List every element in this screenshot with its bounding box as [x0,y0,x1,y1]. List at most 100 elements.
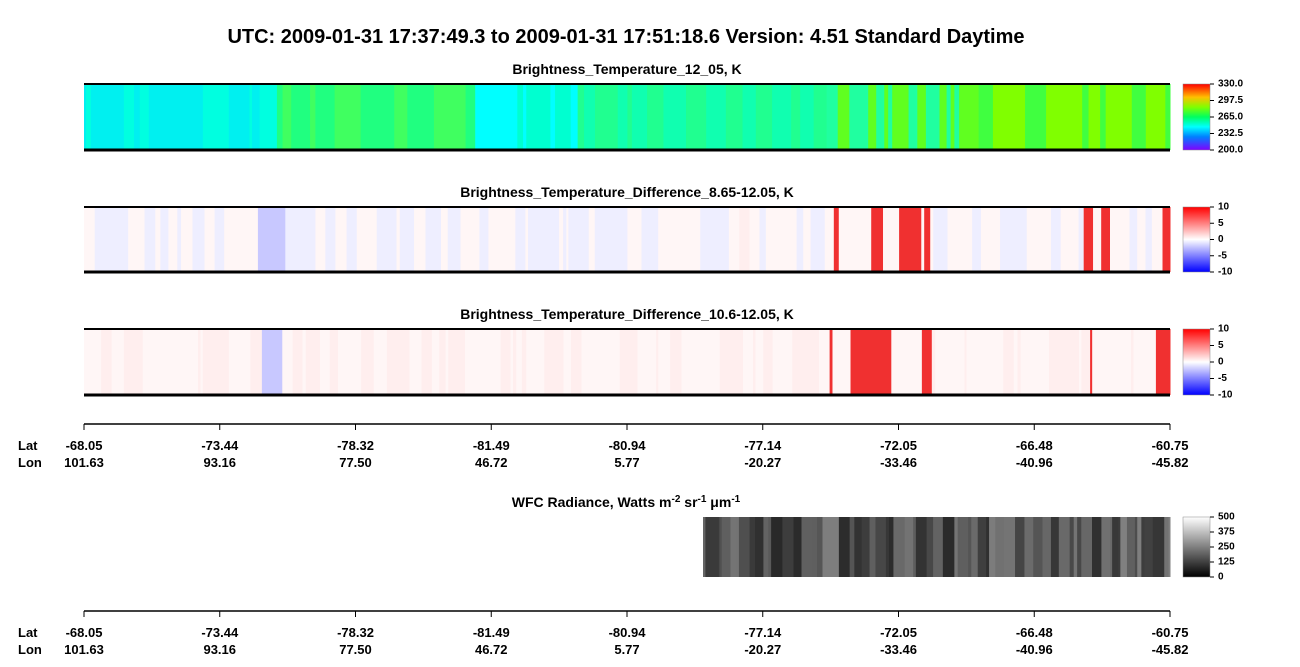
image-strip [968,517,972,577]
image-strip [914,207,922,272]
image-strip [282,329,294,395]
lon-value: -40.96 [1016,642,1053,657]
image-strip [631,84,644,150]
image-strip [891,329,899,395]
panel-title: Brightness_Temperature_Difference_8.65-1… [460,184,794,200]
colorbar-label: -5 [1218,373,1227,384]
image-strip [700,207,710,272]
image-strip [214,329,220,395]
image-strip [1077,517,1082,577]
image-strip [989,207,1001,272]
image-strip [1111,84,1121,150]
image-strip [563,329,572,395]
image-strip [637,329,648,395]
lat-value: -66.48 [1016,625,1053,640]
image-strip [680,207,692,272]
image-strip [1081,517,1093,577]
image-strip [627,207,638,272]
image-strip [372,84,382,150]
colorbar-label: 0 [1218,357,1224,368]
image-strip [84,329,94,395]
image-strip [619,329,632,395]
image-strip [140,329,144,395]
image-strip [1123,329,1132,395]
image-strip [440,84,445,150]
image-strip [673,207,681,272]
image-strip [885,517,890,577]
image-strip [959,84,968,150]
colorbar-label: 200.0 [1218,145,1243,156]
image-strip [942,517,955,577]
image-strip [899,207,906,272]
lon-value: 93.16 [203,642,236,657]
image-strip [1162,207,1171,272]
image-strip [743,329,754,395]
image-strip [772,329,778,395]
image-strip [241,207,250,272]
image-strip [925,329,933,395]
image-strip [367,207,378,272]
image-strip [725,84,734,150]
image-strip [714,329,721,395]
image-strip [507,329,511,395]
image-strip [526,329,536,395]
image-strip [105,207,115,272]
colorbar [1182,83,1211,151]
image-strip [510,329,514,395]
image-strip [876,84,885,150]
image-strip [191,329,199,395]
image-strip [1020,329,1031,395]
image-strip [913,517,917,577]
colorbar-label: 250 [1218,542,1235,553]
image-strip [1137,517,1142,577]
image-strip [682,84,687,150]
image-strip [160,207,163,272]
image-strip [219,329,230,395]
image-strip [204,207,216,272]
image-strip [947,207,957,272]
image-strip [931,329,936,395]
image-strip [513,329,517,395]
image-strip [431,329,440,395]
image-strip [1081,329,1091,395]
image-strip [465,84,476,150]
image-strip [989,517,996,577]
colorbar-label: 125 [1218,557,1235,568]
image-strip [536,207,545,272]
image-strip [1000,207,1013,272]
image-strip [1037,207,1048,272]
lon-value: -33.46 [880,642,917,657]
image-strip [101,329,106,395]
image-strip [581,329,588,395]
image-strip [579,207,590,272]
image-strip [764,84,773,150]
image-strip [763,329,768,395]
lat-label: Lat [18,438,38,453]
image-strip [706,84,718,150]
image-strip [84,84,87,150]
image-strip [742,84,750,150]
colorbar [1182,328,1211,396]
image-strip [641,207,653,272]
image-strip [181,207,194,272]
image-strip [861,517,871,577]
image-strip [1046,84,1055,150]
image-strip [202,84,210,150]
image-strip [543,207,552,272]
image-strip [731,329,738,395]
image-strip [84,207,96,272]
lat-value: -80.94 [609,438,647,453]
page-title: UTC: 2009-01-31 17:37:49.3 to 2009-01-31… [227,26,1024,48]
lon-value: -45.82 [1152,642,1189,657]
image-strip [1060,207,1072,272]
image-strip [433,84,441,150]
image-strip [90,84,101,150]
image-strip [488,207,498,272]
lon-value: -45.82 [1152,455,1189,470]
image-strip [923,84,927,150]
image-strip [722,329,726,395]
image-strip [736,517,740,577]
image-strip [144,207,156,272]
lat-value: -60.75 [1152,625,1189,640]
